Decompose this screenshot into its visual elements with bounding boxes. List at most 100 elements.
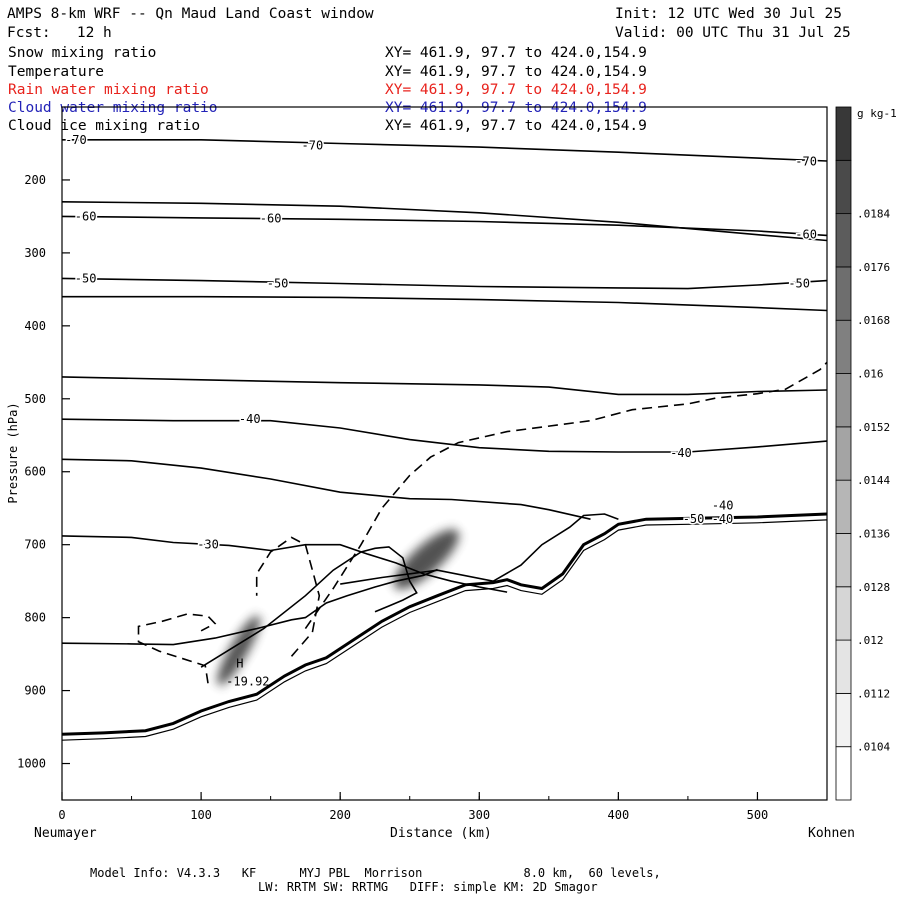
y-tick-label-4: 600 [24, 465, 46, 479]
init-time: Init: 12 UTC Wed 30 Jul 25 [615, 6, 842, 22]
colorbar-level-3: .0128 [857, 581, 890, 594]
x-tick-label-5: 500 [747, 808, 769, 822]
model-info-line-2: LW: RRTM SW: RRTMG DIFF: simple KM: 2D S… [258, 880, 598, 894]
colorbar-level-0: .0104 [857, 741, 890, 754]
field-xy-rain: XY= 461.9, 97.7 to 424.0,154.9 [385, 82, 647, 98]
isotherm-line-1 [61, 201, 828, 242]
axes: 0 100 200 300 400 500 200 300 400 500 600 700 800 900… [17, 173, 828, 822]
isotherm-label-4-1: -50 [267, 277, 289, 291]
isotherm-label-6-0: -40 [239, 412, 261, 426]
field-name-temperature: Temperature [8, 64, 105, 80]
colorbar-swatch-12 [835, 106, 852, 161]
valid-time: Valid: 00 UTC Thu 31 Jul 25 [615, 25, 851, 41]
colorbar-swatch-2 [835, 639, 852, 694]
isotherm-line-6 [61, 418, 828, 453]
isotherm-line-4 [61, 277, 828, 290]
isotherm-label-4-0: -50 [75, 271, 97, 285]
y-tick-label-1: 300 [24, 246, 46, 260]
isotherm-line-2 [61, 215, 828, 237]
isotherm-label-0-0: -70 [65, 133, 87, 147]
isotherm-line-9 [61, 568, 438, 646]
colorbar-level-10: .0184 [857, 208, 890, 221]
isotherm-line-8 [61, 535, 508, 593]
y-axis-title: Pressure (hPa) [6, 402, 20, 503]
cloud-ice-contour-1 [255, 536, 321, 657]
isotherm-label-6-2: -40 [712, 498, 734, 512]
y-tick-label-7: 900 [24, 684, 46, 698]
colorbar-swatch-7 [835, 373, 852, 428]
colorbar-level-7: .016 [857, 368, 884, 381]
isotherm-line-5 [61, 376, 828, 396]
field-xy-snow: XY= 461.9, 97.7 to 424.0,154.9 [385, 45, 647, 61]
y-tick-label-0: 200 [24, 173, 46, 187]
cloud-ice-contour-0 [137, 613, 217, 684]
y-tick-label-8: 1000 [17, 757, 46, 771]
field-name-cloud-ice: Cloud ice mixing ratio [8, 118, 201, 134]
shading-blob-1 [393, 529, 460, 590]
x-tick-label-3: 300 [468, 808, 490, 822]
isotherm-line-3 [62, 295, 828, 312]
colorbar-swatch-8 [835, 319, 852, 374]
colorbar-level-9: .0176 [857, 261, 890, 274]
colorbar-swatch-4 [835, 533, 852, 588]
shading-blob-0 [217, 615, 261, 686]
colorbar-unit: g kg-1 [857, 107, 897, 120]
isotherm-label-2-0: -60 [75, 209, 97, 223]
colorbar-swatch-6 [835, 426, 852, 481]
terrain-label: -50 -40 [683, 512, 734, 526]
x-axis-title: Distance (km) [390, 826, 492, 841]
colorbar-swatch-1 [835, 692, 852, 748]
isotherm-label-4-2: -50 [788, 277, 810, 291]
isotherm-label-6-1: -40 [670, 446, 692, 460]
colorbar-level-6: .0152 [857, 421, 890, 434]
x-tick-label-1: 100 [190, 808, 212, 822]
plot-frame [61, 106, 828, 801]
x-tick-label-2: 200 [329, 808, 351, 822]
colorbar-swatch-11 [835, 159, 852, 215]
extremum-symbol-0: H [236, 656, 243, 670]
colorbar-level-5: .0144 [857, 474, 890, 487]
isotherm-label-2-2: -60 [795, 228, 817, 242]
isotherm-label-8-0: -30 [197, 538, 219, 552]
colorbar-swatch-0 [835, 746, 852, 801]
field-name-snow: Snow mixing ratio [8, 45, 157, 61]
colorbar-level-4: .0136 [857, 527, 890, 540]
colorbar-level-8: .0168 [857, 314, 890, 327]
contour-lines [61, 139, 828, 741]
field-xy-temperature: XY= 461.9, 97.7 to 424.0,154.9 [385, 64, 647, 80]
cloud-ice-contour-2 [304, 361, 828, 630]
isotherm-line-7 [61, 458, 591, 520]
contour-labels: -70 -70 -70 -60 -60 -60 -50 -50 -50 -40 -40 -40 -30 -… [64, 131, 819, 688]
isotherm-label-2-1: -60 [260, 212, 282, 226]
x-tick-label-4: 400 [608, 808, 630, 822]
snow-contour-1 [340, 513, 619, 585]
y-tick-label-2: 400 [24, 319, 46, 333]
field-name-rain: Rain water mixing ratio [8, 82, 209, 98]
y-tick-label-5: 700 [24, 538, 46, 552]
chart-title: AMPS 8-km WRF -- Qn Maud Land Coast wind… [7, 6, 374, 22]
snow-contour-0 [200, 546, 418, 668]
x-axis-left-endpoint: Neumayer [34, 826, 97, 841]
colorbar-level-1: .0112 [857, 687, 890, 700]
forecast-hour: Fcst: 12 h [7, 25, 112, 41]
y-tick-label-3: 500 [24, 392, 46, 406]
colorbar: .0104 .0112 .012 .0128 .0136 .0144 .0152 .016 .0… [835, 106, 897, 801]
x-tick-label-0: 0 [58, 808, 65, 822]
colorbar-swatch-5 [835, 479, 852, 534]
terrain-line-lower [61, 519, 828, 741]
isotherm-label-0-2: -70 [795, 155, 817, 169]
x-axis-right-endpoint: Kohnen [808, 826, 855, 841]
colorbar-swatch-3 [835, 586, 852, 641]
colorbar-level-2: .012 [857, 634, 884, 647]
isotherm-label-0-1: -70 [302, 139, 324, 153]
terrain-line [61, 512, 828, 736]
isotherm-line-0 [62, 139, 828, 162]
colorbar-swatch-10 [835, 213, 852, 268]
field-xy-cloud-ice: XY= 461.9, 97.7 to 424.0,154.9 [385, 118, 647, 134]
colorbar-swatch-9 [835, 266, 852, 321]
extremum-value-0: -19.92 [226, 674, 269, 688]
field-name-cloud-water: Cloud water mixing ratio [8, 100, 218, 116]
y-tick-label-6: 800 [24, 611, 46, 625]
field-xy-cloud-water: XY= 461.9, 97.7 to 424.0,154.9 [385, 100, 647, 116]
